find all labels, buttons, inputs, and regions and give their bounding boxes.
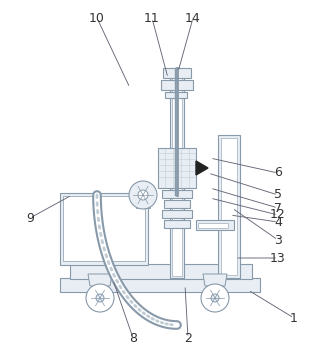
Bar	[162, 210, 192, 218]
Text: 4: 4	[274, 216, 282, 229]
Bar	[164, 200, 190, 208]
Bar	[158, 148, 196, 188]
Text: 2: 2	[184, 331, 192, 344]
Text: 3: 3	[274, 233, 282, 246]
Bar	[163, 68, 191, 78]
Text: 5: 5	[274, 189, 282, 202]
Circle shape	[138, 190, 148, 200]
Bar	[70, 264, 252, 279]
Text: 14: 14	[185, 12, 201, 24]
Bar	[60, 278, 260, 292]
Bar	[218, 135, 240, 278]
Text: 10: 10	[89, 12, 105, 24]
Text: 6: 6	[274, 167, 282, 180]
Bar	[161, 80, 193, 90]
Text: 11: 11	[144, 12, 160, 24]
Circle shape	[211, 294, 219, 302]
Text: 9: 9	[26, 211, 34, 224]
Bar	[136, 203, 150, 208]
Circle shape	[86, 284, 114, 312]
Bar	[198, 223, 228, 228]
Bar	[196, 220, 234, 230]
Polygon shape	[88, 274, 112, 286]
Text: 12: 12	[270, 209, 286, 222]
Bar	[172, 70, 182, 276]
Text: 1: 1	[290, 312, 298, 324]
Circle shape	[129, 181, 157, 209]
Text: 13: 13	[270, 252, 286, 265]
Circle shape	[201, 284, 229, 312]
Bar	[60, 193, 148, 265]
Bar	[162, 190, 192, 198]
Text: 8: 8	[129, 331, 137, 344]
Bar	[221, 138, 237, 275]
Bar	[165, 92, 187, 98]
Text: 7: 7	[274, 202, 282, 215]
Bar	[164, 220, 190, 228]
Polygon shape	[196, 161, 208, 175]
Bar	[170, 68, 184, 278]
Polygon shape	[203, 274, 227, 286]
Circle shape	[96, 294, 104, 302]
Bar	[63, 196, 145, 261]
